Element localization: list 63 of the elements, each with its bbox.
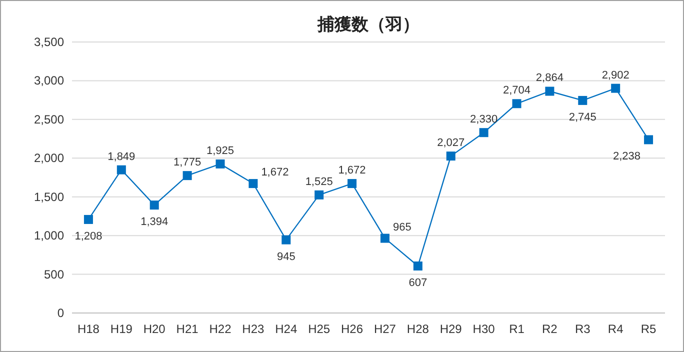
data-label: 607 (408, 277, 428, 289)
x-tick-label: R4 (608, 322, 624, 336)
x-tick-label: H20 (143, 322, 166, 336)
x-tick-label: H26 (341, 322, 364, 336)
point (150, 200, 159, 210)
data-label: 2,864 (536, 72, 564, 84)
point (512, 99, 522, 108)
x-tick-label: H18 (77, 322, 100, 336)
x-tick-label: R3 (574, 322, 591, 336)
x-tick-label: R5 (640, 322, 657, 336)
point (282, 235, 291, 244)
y-tick-label: 0 (57, 306, 64, 320)
x-tick-label: R1 (509, 322, 525, 336)
data-label: 1,394 (140, 216, 168, 228)
x-tick-label: H25 (308, 322, 330, 336)
point (644, 135, 654, 144)
data-label: 945 (276, 250, 296, 263)
data-label: 965 (392, 221, 412, 234)
data-label: 1,849 (108, 150, 136, 163)
title: 捕獲数（羽） (318, 15, 420, 34)
point (248, 179, 258, 188)
data-label: 1,925 (206, 144, 234, 157)
y-tick-label: 3,000 (34, 74, 64, 88)
data-label: 2,902 (602, 69, 630, 82)
data-label: 1,208 (74, 230, 102, 242)
data-label: 2,330 (470, 114, 498, 126)
x-tick-label: H21 (176, 322, 199, 336)
data-label: 2,745 (568, 111, 596, 124)
point (380, 234, 390, 243)
y-tick-label: 500 (44, 267, 64, 282)
y-tick-label: 1,000 (34, 228, 64, 243)
data-label: 1,672 (338, 164, 366, 177)
y-tick-label: 1,500 (34, 190, 64, 204)
point (182, 171, 192, 180)
x-tick-label: R2 (542, 322, 558, 336)
point (216, 159, 225, 168)
x-tick-label: H30 (472, 322, 496, 336)
y-tick-label: 2,000 (34, 151, 64, 166)
point (116, 165, 126, 174)
point (545, 86, 554, 96)
data-label: 2,238 (612, 150, 641, 163)
y-tick-label: 2,500 (34, 112, 64, 126)
point (479, 128, 488, 138)
point (84, 214, 93, 224)
y-tick-label: 3,500 (34, 35, 64, 49)
x-tick-label: H22 (209, 322, 232, 336)
point (413, 262, 422, 270)
x-tick-label: H24 (275, 322, 298, 336)
data-label: 1,672 (261, 166, 289, 179)
x-tick-label: H27 (374, 322, 396, 336)
data-label: 2,704 (502, 84, 531, 97)
point (314, 190, 324, 200)
point (611, 84, 620, 93)
data-label: 1,525 (305, 176, 333, 188)
x-tick-label: H29 (440, 322, 462, 336)
x-tick-label: H19 (110, 322, 133, 336)
data-label: 2,027 (437, 137, 465, 150)
point (348, 179, 357, 188)
x-tick-label: H23 (242, 322, 265, 336)
x-tick-label: H28 (406, 322, 430, 336)
data-label: 1,775 (174, 156, 202, 169)
point (578, 96, 588, 105)
point (446, 152, 456, 161)
